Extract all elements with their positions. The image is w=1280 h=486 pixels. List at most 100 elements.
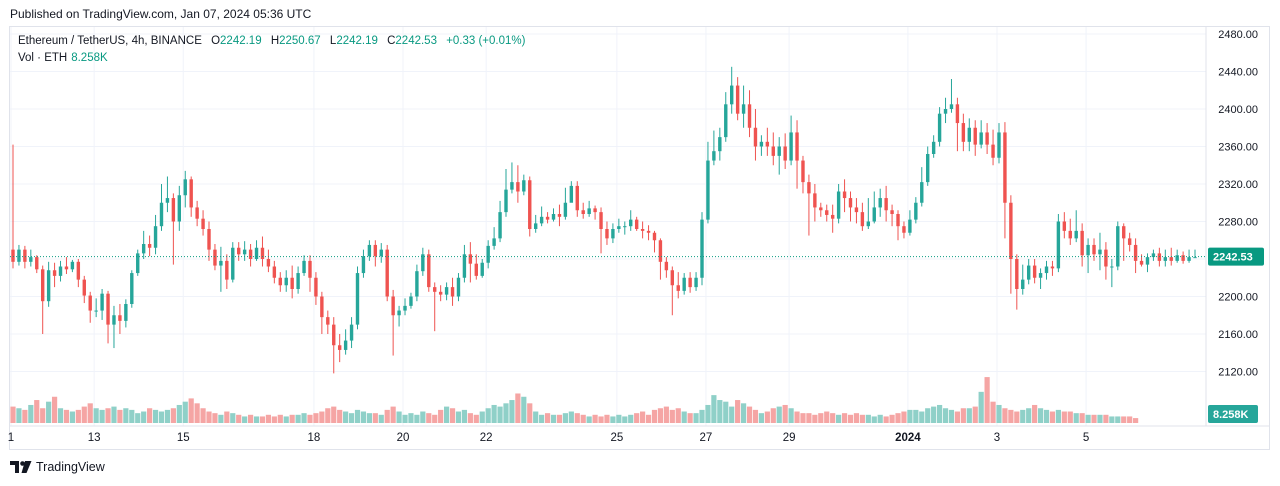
candle-body — [201, 218, 205, 229]
volume-bar — [740, 403, 747, 423]
candle-body — [94, 310, 98, 312]
volume-bar — [1008, 409, 1014, 423]
candle — [1080, 223, 1084, 267]
candle-body — [1086, 244, 1090, 256]
volume-bar — [164, 409, 171, 423]
candle — [1032, 259, 1037, 284]
candle — [866, 198, 871, 229]
candle — [605, 221, 609, 245]
symbol-description[interactable]: Ethereum / TetherUS, 4h, BINANCE — [18, 35, 202, 47]
candle — [159, 184, 164, 231]
candle-body — [272, 266, 277, 278]
volume-bar — [628, 414, 634, 423]
volume-bar — [865, 414, 871, 423]
candle-body — [70, 261, 75, 270]
candle — [52, 262, 57, 288]
volume-bar — [360, 411, 367, 423]
candle-body — [284, 277, 288, 286]
high-value: 2250.67 — [279, 35, 321, 47]
candle — [1098, 232, 1102, 271]
candle-body — [830, 214, 835, 219]
last-price-text: 2242.53 — [1213, 252, 1253, 264]
candle-body — [480, 262, 484, 276]
time-tick-label: 22 — [480, 432, 493, 444]
candle — [1050, 260, 1055, 276]
candle-body — [462, 254, 467, 278]
candle-body — [314, 277, 318, 297]
volume-bar — [764, 411, 770, 423]
candle-body — [617, 226, 621, 229]
candle-body — [997, 132, 1001, 158]
volume-bar — [717, 400, 723, 423]
candle — [183, 170, 187, 208]
candle — [409, 292, 413, 309]
volume-bar — [319, 411, 325, 423]
volume-bar — [22, 409, 28, 423]
candle — [545, 212, 550, 224]
volume-label[interactable]: Vol · ETH — [18, 52, 68, 64]
candle-body — [1092, 244, 1096, 255]
volume-bar — [313, 413, 319, 423]
candle — [1127, 232, 1132, 252]
volume-bar — [907, 409, 913, 423]
candle — [587, 200, 591, 217]
candle-body — [1193, 257, 1197, 259]
candle — [914, 197, 918, 224]
candle — [403, 298, 407, 316]
volume-bar — [93, 408, 99, 423]
volume-bar — [348, 413, 355, 423]
candle-body — [866, 221, 871, 227]
candle — [40, 265, 45, 334]
candle — [658, 238, 663, 280]
volume-value: 8.258K — [71, 52, 108, 64]
candle — [385, 244, 389, 302]
candle-body — [361, 256, 366, 274]
volume-bar — [16, 408, 22, 423]
volume-bar — [384, 409, 390, 423]
candle-body — [848, 198, 853, 208]
volume-bar — [331, 406, 337, 423]
volume-bar — [847, 414, 854, 423]
candle-body — [40, 269, 45, 302]
candle — [872, 191, 876, 224]
candle-body — [753, 127, 758, 147]
candle-body — [415, 271, 419, 297]
candle — [195, 200, 199, 227]
time-tick-label: 29 — [783, 432, 796, 444]
volume-bar — [461, 409, 468, 423]
volume-bar — [455, 411, 462, 423]
volume-bar — [289, 414, 295, 423]
candle — [456, 273, 461, 302]
candle — [379, 243, 383, 263]
candle-body — [664, 261, 669, 271]
volume-bar — [1097, 414, 1103, 423]
price-tick-label: 2440.00 — [1218, 67, 1258, 79]
volume-bar — [1133, 418, 1139, 423]
candle-body — [623, 226, 627, 228]
candle — [480, 259, 484, 278]
candle-body — [409, 296, 413, 306]
volume-bar — [515, 393, 521, 423]
candle-body — [444, 287, 449, 295]
candle-body — [813, 193, 817, 208]
candle-body — [278, 277, 282, 286]
volume-bar — [1115, 416, 1121, 423]
candle — [421, 247, 425, 276]
candle-body — [76, 261, 81, 280]
volume-bar — [1067, 411, 1073, 423]
volume-bar — [147, 408, 153, 423]
candle-body — [308, 260, 312, 278]
tradingview-logo[interactable]: TradingView — [10, 460, 105, 474]
volume-bar — [960, 408, 966, 423]
volume-bar — [699, 409, 705, 423]
candle-body — [130, 273, 134, 304]
candle-body — [789, 132, 793, 161]
candle — [937, 107, 942, 147]
volume-bar — [681, 411, 687, 423]
candle — [237, 242, 241, 261]
volume-bar — [651, 409, 658, 423]
volume-bar — [75, 409, 81, 423]
candle — [676, 272, 680, 299]
volume-bar — [800, 413, 806, 423]
